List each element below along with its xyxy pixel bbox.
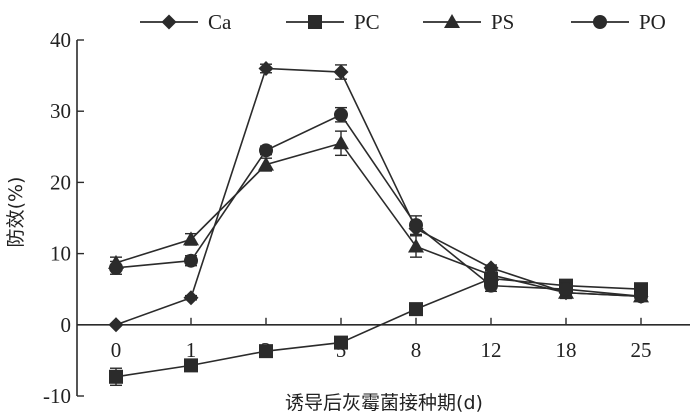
x-tick-label: 8 (411, 338, 422, 362)
series-line-ps (115, 142, 642, 298)
x-tick-label: 18 (556, 338, 577, 362)
data-point-pc (184, 358, 198, 373)
data-point-po (259, 143, 273, 158)
data-point-po (634, 289, 648, 304)
legend-item-po: PO (571, 10, 666, 34)
axes: -1001020304001358121825 (43, 28, 690, 408)
data-point-po (484, 278, 498, 293)
series-line-pc (115, 277, 642, 378)
legend-item-pc: PC (286, 10, 380, 34)
y-tick-label: 30 (50, 99, 71, 123)
data-point-ca (108, 317, 124, 333)
data-point-pc (409, 302, 423, 317)
legend-marker-pc (308, 15, 322, 29)
x-tick-label: 0 (111, 338, 122, 362)
data-point-ps (408, 238, 424, 253)
legend-marker-ca (161, 14, 177, 30)
legend-label-pc: PC (354, 10, 380, 34)
legend-marker-po (593, 15, 607, 29)
x-tick-label: 25 (631, 338, 652, 362)
legend-item-ca: Ca (140, 10, 232, 34)
data-point-po (109, 260, 123, 275)
legend-marker-ps (444, 14, 460, 28)
series-po (109, 106, 648, 304)
data-point-pc (109, 369, 123, 384)
series-ps (108, 130, 649, 303)
legend-label-ps: PS (491, 10, 514, 34)
y-tick-label: 0 (61, 313, 72, 337)
data-point-ps (183, 231, 199, 246)
data-point-po (184, 253, 198, 268)
legend-item-ps: PS (423, 10, 514, 34)
data-point-ca (183, 290, 199, 306)
y-tick-label: 40 (50, 28, 71, 52)
data-point-ca (333, 64, 349, 80)
data-point-ca (258, 60, 274, 76)
data-point-po (334, 107, 348, 122)
data-point-ps (483, 266, 499, 281)
y-tick-label: -10 (43, 384, 71, 408)
series-layer (108, 60, 649, 387)
data-point-pc (259, 344, 273, 359)
legend-label-po: PO (639, 10, 666, 34)
data-point-po (559, 282, 573, 297)
x-tick-label: 5 (336, 338, 347, 362)
legend-label-ca: Ca (208, 10, 232, 34)
data-point-pc (334, 335, 348, 350)
x-axis-title: 诱导后灰霉菌接种期(d) (285, 392, 483, 414)
x-tick-label: 12 (481, 338, 502, 362)
series-line-po (115, 113, 642, 298)
y-axis-title: 防效(%) (5, 177, 27, 248)
y-tick-label: 20 (50, 170, 71, 194)
data-point-ps (258, 156, 274, 171)
y-tick-label: 10 (50, 242, 71, 266)
x-tick-label: 1 (186, 338, 197, 362)
data-point-po (409, 218, 423, 233)
legend: Ca PC PS PO (140, 10, 666, 34)
data-point-ps (333, 135, 349, 150)
